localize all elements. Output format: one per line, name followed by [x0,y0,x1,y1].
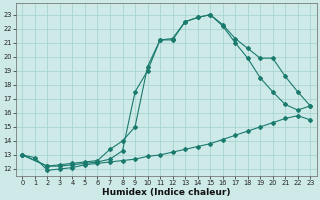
X-axis label: Humidex (Indice chaleur): Humidex (Indice chaleur) [102,188,231,197]
